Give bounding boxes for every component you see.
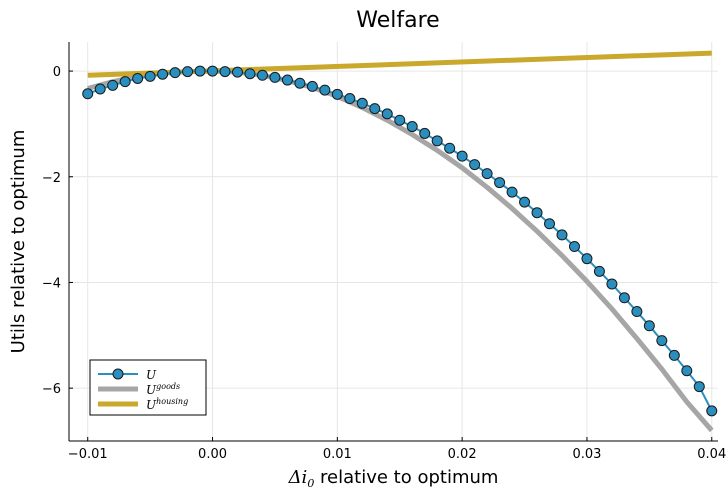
data-point: [344, 93, 356, 105]
data-point: [631, 306, 643, 318]
data-point: [656, 335, 668, 347]
data-point: [132, 72, 144, 84]
data-point: [144, 70, 156, 82]
data-point: [219, 66, 231, 78]
data-point: [506, 186, 518, 198]
legend-label: U: [146, 368, 157, 382]
data-point: [494, 177, 506, 189]
data-point: [182, 66, 194, 78]
data-point: [281, 74, 293, 86]
data-point: [244, 68, 256, 80]
data-point: [519, 196, 531, 208]
data-point: [556, 229, 568, 241]
data-point: [319, 84, 331, 96]
data-point: [693, 381, 705, 393]
data-point: [256, 69, 268, 81]
y-tick-label: 0: [53, 65, 61, 80]
data-point: [481, 168, 493, 180]
data-point: [231, 66, 243, 78]
legend-label: Uhousing: [146, 397, 188, 412]
data-point: [306, 80, 318, 92]
x-tick-label: 0.03: [572, 447, 601, 462]
data-point: [119, 76, 131, 88]
data-point: [169, 67, 181, 79]
x-axis-label: Δi0 relative to optimum: [288, 467, 499, 489]
data-point: [593, 265, 605, 277]
data-point: [419, 127, 431, 139]
data-point: [643, 320, 655, 332]
data-point: [431, 135, 443, 147]
x-tick-label: −0.01: [68, 447, 108, 462]
data-point: [406, 121, 418, 133]
data-point: [544, 218, 556, 230]
data-point: [194, 65, 206, 77]
data-point: [469, 159, 481, 171]
data-point: [157, 68, 169, 80]
x-label-sub: 0: [307, 477, 314, 489]
x-tick-label: 0.04: [697, 447, 726, 462]
data-point: [606, 278, 618, 290]
legend-marker: [112, 368, 124, 380]
data-point: [82, 88, 94, 100]
data-point: [531, 207, 543, 219]
data-point: [207, 65, 219, 77]
data-point: [394, 114, 406, 126]
data-point: [369, 103, 381, 115]
data-point: [568, 241, 580, 253]
data-point: [444, 142, 456, 154]
x-tick-label: 0.02: [448, 447, 477, 462]
data-point: [668, 349, 680, 361]
data-point: [107, 79, 119, 91]
x-tick-label: 0.00: [198, 447, 227, 462]
y-axis-label: Utils relative to optimum: [8, 130, 29, 354]
x-label-math: Δi: [288, 467, 308, 488]
data-point: [269, 71, 281, 83]
chart-title: Welfare: [356, 8, 439, 33]
data-point: [294, 77, 306, 89]
data-point: [581, 253, 593, 265]
legend-label: Ugoods: [146, 382, 180, 397]
data-point: [356, 97, 368, 109]
data-point: [94, 83, 106, 95]
x-tick-label: 0.01: [323, 447, 352, 462]
data-point: [331, 88, 343, 100]
series-layer: [82, 50, 718, 433]
data-point: [618, 292, 630, 304]
data-point: [456, 150, 468, 162]
y-tick-label: −6: [42, 382, 61, 397]
data-point: [381, 108, 393, 120]
data-point: [681, 365, 693, 377]
y-tick-label: −4: [42, 276, 61, 291]
data-point: [706, 405, 718, 417]
x-label-text: relative to optimum: [314, 467, 498, 488]
y-tick-label: −2: [42, 171, 61, 186]
tick-labels: −0.01 0.00 0.01 0.02 0.03 0.04 0 −2 −4 −6: [42, 65, 726, 462]
axes: [68, 42, 718, 442]
